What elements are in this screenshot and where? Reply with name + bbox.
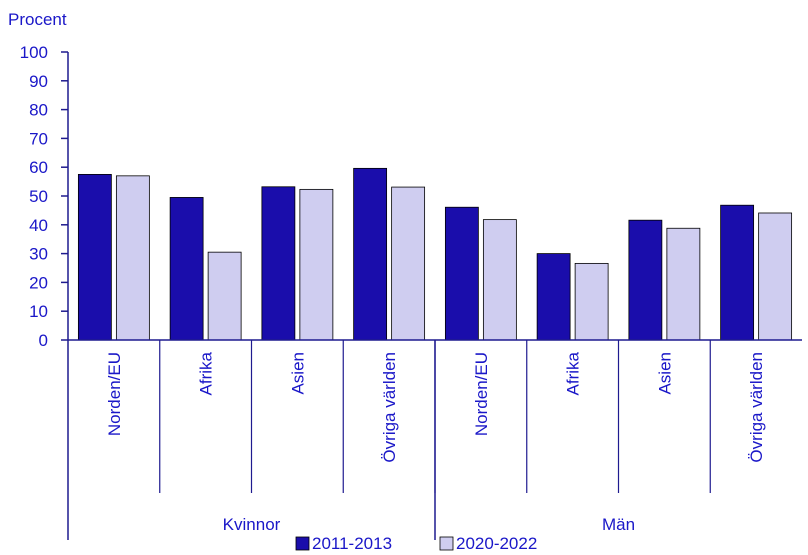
bar-2-7 [666, 227, 701, 341]
y-tick-label: 60 [29, 158, 48, 177]
category-label: Asien [655, 352, 674, 395]
bar-2-2 [207, 251, 242, 341]
bar-2-3 [299, 188, 334, 341]
category-label: Norden/EU [105, 352, 124, 436]
bar-1-8 [720, 204, 755, 341]
category-label: Afrika [197, 351, 216, 395]
legend-label: 2020-2022 [456, 534, 537, 553]
bar-1-4 [353, 167, 388, 341]
y-tick-label: 80 [29, 101, 48, 120]
y-axis-label: Procent [8, 10, 67, 29]
bar-2-4 [391, 186, 426, 341]
bar-2-5 [482, 219, 517, 341]
bars [77, 167, 793, 341]
legend: 2011-2013 2020-2022 [295, 534, 537, 553]
category-label: Övriga världen [747, 352, 766, 463]
y-tick-label: 70 [29, 129, 48, 148]
bar-1-6 [536, 253, 571, 341]
category-label: Afrika [564, 351, 583, 395]
y-tick-label: 0 [39, 331, 48, 350]
bar-1-1 [77, 173, 112, 341]
bar-1-7 [628, 219, 663, 341]
bar-2-6 [574, 262, 609, 341]
category-label: Asien [288, 352, 307, 395]
y-tick-label: 40 [29, 216, 48, 235]
group-label: Män [602, 515, 635, 534]
bar-2-1 [115, 175, 150, 341]
y-tick-label: 100 [20, 43, 48, 62]
bar-2-8 [758, 212, 793, 341]
category-label: Övriga världen [380, 352, 399, 463]
y-tick-label: 20 [29, 273, 48, 292]
y-tick-label: 30 [29, 245, 48, 264]
y-tick-label: 50 [29, 187, 48, 206]
group-label: Kvinnor [223, 515, 281, 534]
legend-swatch [295, 536, 310, 551]
y-tick-label: 10 [29, 302, 48, 321]
legend-swatch [439, 536, 454, 551]
category-label: Norden/EU [472, 352, 491, 436]
bar-1-2 [169, 197, 204, 341]
x-axis: Norden/EU Afrika Asien Övriga världen Norden… [67, 339, 802, 540]
bar-1-5 [444, 206, 479, 341]
y-axis: 0 10 20 30 40 50 60 70 80 90 100 [20, 43, 69, 350]
bar-1-3 [261, 186, 296, 341]
legend-label: 2011-2013 [312, 534, 392, 553]
y-tick-label: 90 [29, 72, 48, 91]
